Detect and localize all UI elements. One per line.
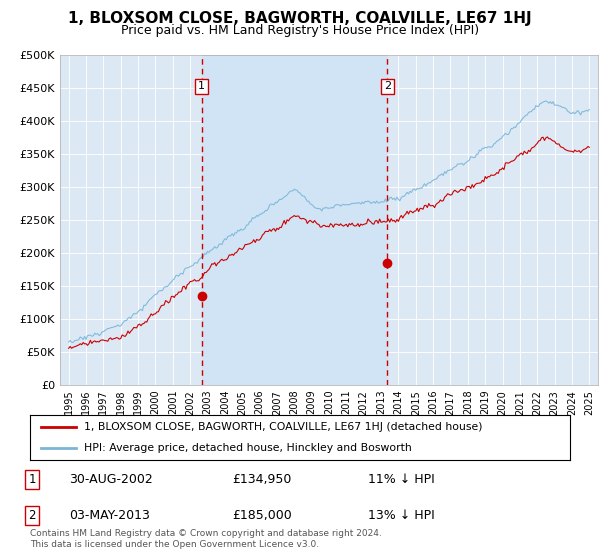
Text: Contains HM Land Registry data © Crown copyright and database right 2024.: Contains HM Land Registry data © Crown c… <box>30 529 382 538</box>
Text: 1: 1 <box>198 81 205 91</box>
Text: 30-AUG-2002: 30-AUG-2002 <box>69 473 152 486</box>
Text: 03-MAY-2013: 03-MAY-2013 <box>69 509 149 522</box>
Text: £185,000: £185,000 <box>232 509 292 522</box>
Text: 13% ↓ HPI: 13% ↓ HPI <box>368 509 434 522</box>
Text: Price paid vs. HM Land Registry's House Price Index (HPI): Price paid vs. HM Land Registry's House … <box>121 24 479 37</box>
Text: 2: 2 <box>28 509 36 522</box>
Text: £134,950: £134,950 <box>232 473 292 486</box>
Text: HPI: Average price, detached house, Hinckley and Bosworth: HPI: Average price, detached house, Hinc… <box>84 443 412 453</box>
Text: 1, BLOXSOM CLOSE, BAGWORTH, COALVILLE, LE67 1HJ: 1, BLOXSOM CLOSE, BAGWORTH, COALVILLE, L… <box>68 11 532 26</box>
Text: 2: 2 <box>384 81 391 91</box>
Text: 11% ↓ HPI: 11% ↓ HPI <box>368 473 434 486</box>
Text: 1: 1 <box>28 473 36 486</box>
Text: 1, BLOXSOM CLOSE, BAGWORTH, COALVILLE, LE67 1HJ (detached house): 1, BLOXSOM CLOSE, BAGWORTH, COALVILLE, L… <box>84 422 482 432</box>
Bar <box>202 55 388 385</box>
Text: This data is licensed under the Open Government Licence v3.0.: This data is licensed under the Open Gov… <box>30 540 319 549</box>
